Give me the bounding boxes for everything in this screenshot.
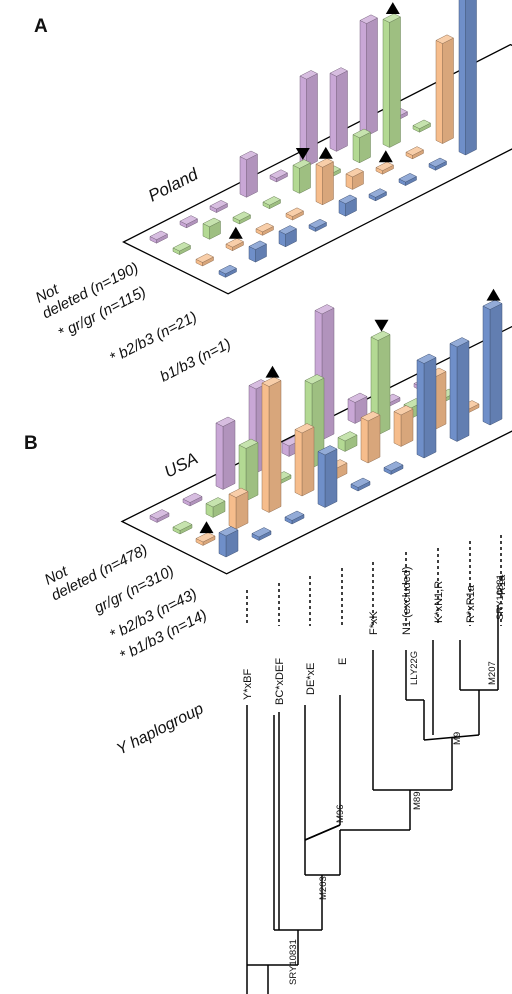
bar-a-r2-c7 [405,146,425,160]
bar-a-r1-c7 [382,13,402,148]
bar-a-r3-c0 [218,264,238,278]
bar-a-r3-c8 [458,0,477,156]
marker-a-1 [385,2,400,14]
marker-b-3 [486,288,501,301]
haplogroup-tree: Y*xBF BC*xDEF DE*xE E F*xK N1 (excluded) K*xN1… [242,535,508,994]
bar-a-r0-c4 [269,169,289,183]
bar-a-r2-c1 [225,238,245,252]
tip-label-8: R1a [496,574,508,595]
marker-a-2 [228,226,243,239]
bar-b-r3-c8 [482,299,503,426]
mutation-label-2: M96 [335,805,346,823]
bar-b-r2-c6 [393,405,414,447]
bar-a-r2-c5 [345,167,365,190]
bar-a-r1-c8 [412,119,432,133]
bar-b-r3-c1 [251,527,272,541]
tip-label-4: F*xK [368,611,380,636]
y-haplogroup-label: Y haplogroup [114,700,206,758]
bar-a-r3-c7 [428,157,448,171]
tip-label-6: K*xN1,R [433,581,445,623]
bar-b-r1-c2 [238,438,259,502]
mutation-label-0: SRY10831 [288,939,299,985]
bar-b-r0-c0 [149,509,170,523]
bar-a-r0-c0 [149,230,169,244]
mutation-label-3: M89 [412,792,423,810]
tip-label-1: BC*xDEF [274,658,286,705]
row-label-a-3: b1/b3 (n=1) [157,335,233,385]
bar-b-r3-c7 [449,337,470,442]
bar-a-r3-c4 [338,194,358,217]
bar-a-r3-c3 [308,218,328,232]
marker-b-2 [265,365,280,378]
tip-label-2: DE*xE [305,663,317,695]
bar-b-r3-c3 [317,445,338,508]
bar-a-r2-c3 [285,207,305,221]
bar-a-r0-c1 [179,215,199,229]
tree-branch [423,734,480,741]
panel-a-letter: A [34,16,48,37]
bar-a-r2-c4 [315,158,335,206]
bar-b-r2-c3 [294,423,315,497]
bar-a-r0-c2 [209,200,229,214]
marker-a-4 [378,150,393,163]
bar-a-r1-c3 [262,196,282,210]
tip-label-0: Y*xBF [242,669,254,700]
tree-branch [304,824,341,841]
bar-a-r1-c4 [292,159,312,194]
bar-a-r3-c1 [248,240,268,263]
mutation-label-4: M9 [452,732,463,745]
bar-b-r2-c5 [360,411,381,464]
bar-a-r0-c7 [359,14,379,137]
bar-a-r0-c6 [329,67,349,152]
panel-b-letter: B [24,433,38,454]
bar-b-r3-c0 [218,526,239,558]
bar-a-r2-c0 [195,253,215,267]
tip-label-5: N1 (excluded) [401,567,413,635]
bar-b-r0-c6 [347,392,368,424]
marker-b-1 [199,521,214,534]
bar-a-r1-c0 [172,242,192,256]
marker-a-3 [318,146,333,159]
bar-b-r3-c5 [383,461,404,475]
tip-label-3: E [337,658,349,665]
mutation-label-5: LLY22G [409,651,420,685]
bar-b-r1-c5 [337,431,358,452]
bar-b-r0-c1 [182,492,203,507]
bar-a-r1-c2 [232,211,252,225]
panel-b-country-title: USA [161,449,201,482]
marker-a-0 [295,148,310,160]
bar-b-r3-c2 [284,510,305,525]
bar-a-r3-c6 [398,173,418,187]
mutation-label-1: M203 [318,876,329,900]
bar-a-r1-c1 [202,217,222,240]
bar-a-r3-c2 [278,225,298,248]
bar-a-r2-c8 [435,34,455,145]
bar-b-r3-c4 [350,477,371,492]
bar-b-r2-c0 [195,532,216,546]
bar-a-r3-c5 [368,188,388,202]
bar-a-r0-c3 [239,150,259,198]
bar-a-r1-c6 [352,128,372,164]
bar-b-r1-c6 [370,330,391,436]
marker-b-0 [374,319,389,332]
mutation-label-7: SRY10831 [495,574,506,620]
bar-b-r3-c6 [416,353,437,459]
bar-b-r0-c2 [215,416,236,490]
panel-a-country-title: Poland [145,164,201,205]
tip-label-7: R*xR1a [465,584,477,623]
bar-b-r1-c1 [205,497,226,518]
mutation-label-6: M207 [487,661,498,685]
bar-a-r2-c2 [255,222,275,236]
bar-b-r1-c0 [172,520,193,535]
bar-a-r0-c5 [299,70,319,168]
bar-a-r2-c6 [375,161,395,175]
bar-b-r2-c1 [228,487,249,530]
bar-b-r2-c2 [261,376,282,513]
